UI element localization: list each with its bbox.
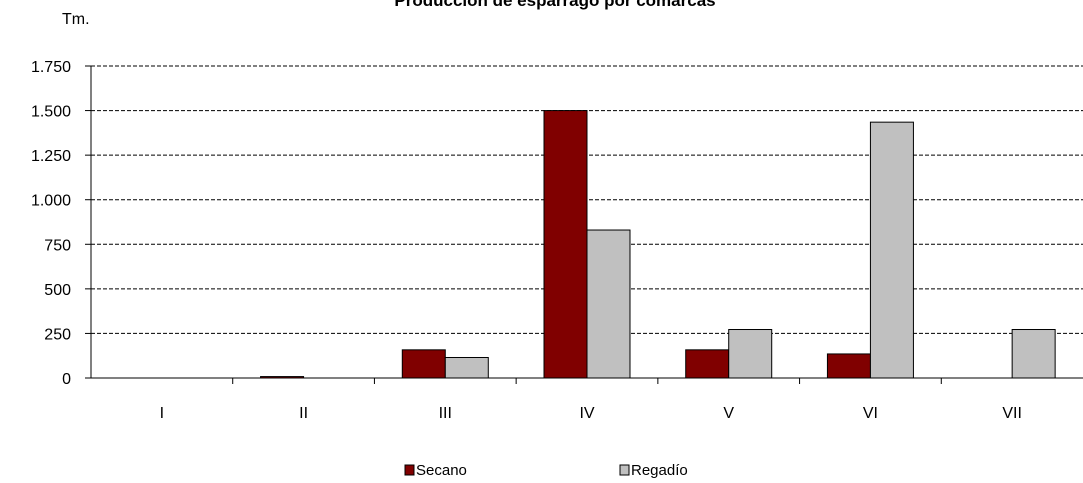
y-axis-label: Tm. bbox=[62, 11, 90, 28]
legend-swatch bbox=[619, 464, 630, 476]
bar-secano-VI bbox=[826, 353, 871, 379]
bar-secano-III bbox=[401, 349, 446, 379]
bar-regado-IV bbox=[586, 229, 631, 379]
legend: Secano Regadío bbox=[404, 462, 688, 479]
y-tick-label: 1.500 bbox=[31, 104, 71, 121]
legend-label: Regadío bbox=[631, 462, 688, 479]
bar-secano-V bbox=[685, 349, 730, 379]
x-tick-label: I bbox=[160, 405, 164, 422]
bar-regado-VII bbox=[1011, 329, 1056, 379]
x-tick-label: V bbox=[723, 405, 734, 422]
bar-regado-VI bbox=[869, 121, 914, 379]
y-tick-label: 0 bbox=[62, 371, 71, 388]
legend-swatch bbox=[404, 464, 415, 476]
x-tick-label: II bbox=[299, 405, 308, 422]
bar-regado-III bbox=[444, 356, 489, 379]
x-tick-label: IV bbox=[579, 405, 594, 422]
x-tick-label: VII bbox=[1002, 405, 1022, 422]
axes bbox=[90, 66, 1083, 379]
x-axis-ticks: I II III IV V VI VII bbox=[160, 378, 1022, 422]
y-axis-ticks: 0 250 500 750 1.000 1.250 1.500 1.750 bbox=[31, 59, 91, 388]
y-tick-label: 1.250 bbox=[31, 148, 71, 165]
y-tick-label: 250 bbox=[44, 326, 71, 343]
y-tick-label: 1.000 bbox=[31, 193, 71, 210]
y-tick-label: 750 bbox=[44, 237, 71, 254]
x-tick-label: VI bbox=[863, 405, 878, 422]
y-tick-label: 1.750 bbox=[31, 59, 71, 76]
bar-regado-V bbox=[728, 329, 773, 379]
legend-label: Secano bbox=[416, 462, 467, 479]
chart-title-text: Producción de esparrago por comarcas bbox=[394, 0, 715, 10]
bar-secano-IV bbox=[543, 110, 588, 379]
y-tick-label: 500 bbox=[44, 282, 71, 299]
x-tick-label: III bbox=[439, 405, 452, 422]
chart-title: Producción de esparrago por comarcas bbox=[394, 0, 715, 10]
